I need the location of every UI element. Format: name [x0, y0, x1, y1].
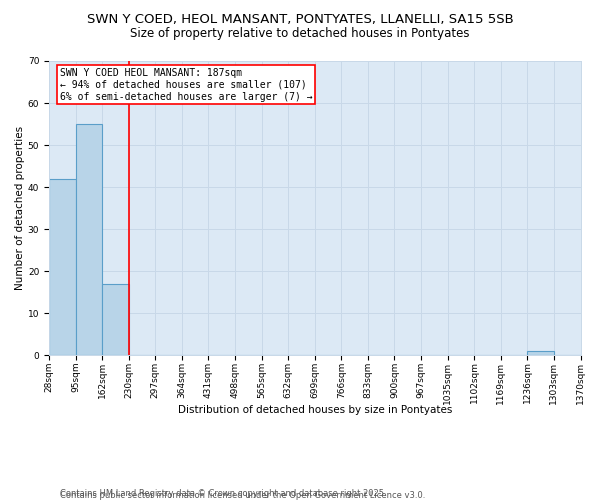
Text: Size of property relative to detached houses in Pontyates: Size of property relative to detached ho… — [130, 28, 470, 40]
Y-axis label: Number of detached properties: Number of detached properties — [15, 126, 25, 290]
Text: Contains public sector information licensed under the Open Government Licence v3: Contains public sector information licen… — [60, 491, 425, 500]
Bar — [76, 124, 102, 355]
Bar — [527, 351, 554, 355]
Bar — [49, 178, 76, 355]
Text: Contains HM Land Registry data © Crown copyright and database right 2025.: Contains HM Land Registry data © Crown c… — [60, 488, 386, 498]
X-axis label: Distribution of detached houses by size in Pontyates: Distribution of detached houses by size … — [178, 405, 452, 415]
Text: SWN Y COED, HEOL MANSANT, PONTYATES, LLANELLI, SA15 5SB: SWN Y COED, HEOL MANSANT, PONTYATES, LLA… — [86, 12, 514, 26]
Bar — [102, 284, 129, 355]
Text: SWN Y COED HEOL MANSANT: 187sqm
← 94% of detached houses are smaller (107)
6% of: SWN Y COED HEOL MANSANT: 187sqm ← 94% of… — [59, 68, 312, 102]
